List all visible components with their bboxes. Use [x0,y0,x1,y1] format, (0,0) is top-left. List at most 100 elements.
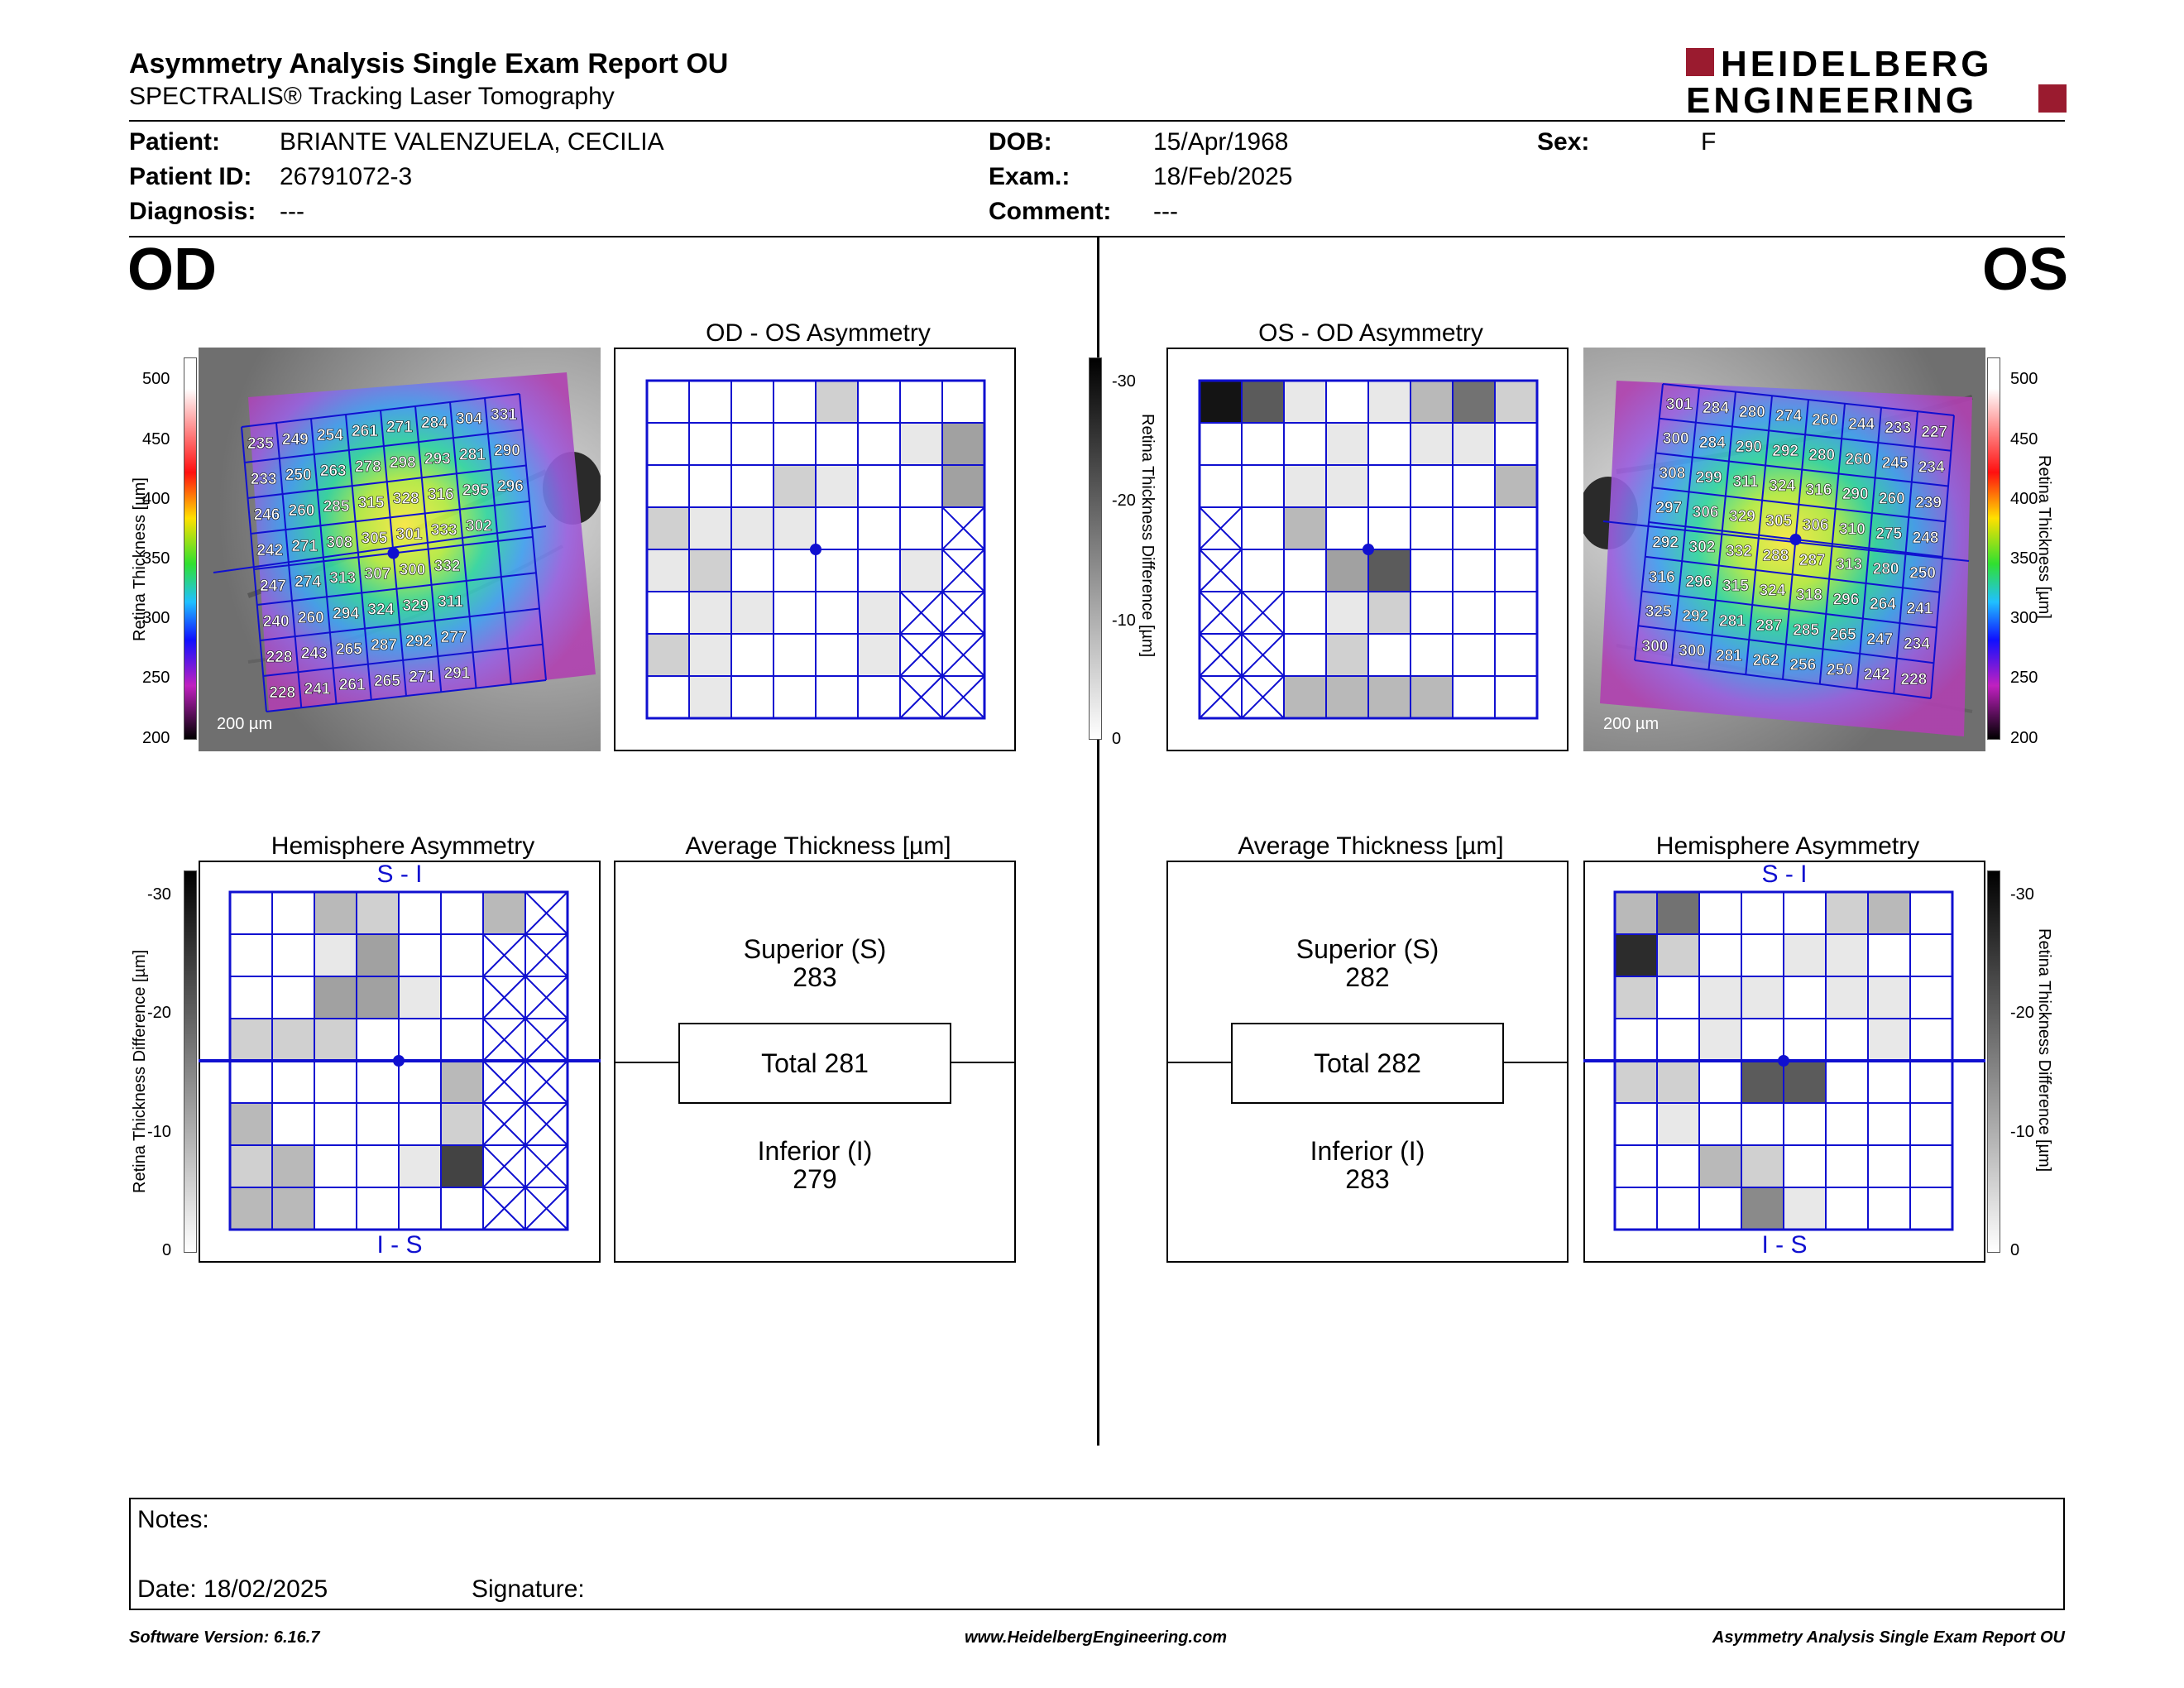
os-asym-cell [1494,464,1538,508]
os-hemi-cell [1825,1060,1869,1104]
os-asym-cell [1325,422,1369,466]
od-asym-cell [688,591,732,635]
os-asym-cell [1283,422,1327,466]
od-asym-cell [646,506,690,550]
od-total-line-left [614,1062,680,1063]
od-hemisphere-grid [199,890,601,1231]
od-hemi-cell [356,976,400,1019]
os-thickness-fovea-marker [1789,534,1802,545]
od-hemi-cell [398,1102,442,1146]
diff-tick: -10 [1112,611,1136,630]
od-hemi-diff-tick: -30 [147,885,171,904]
os-asym-excluded-mark [1199,591,1243,635]
os-thickness-value: 332 [1726,543,1752,560]
os-thickness-value: 300 [1679,643,1705,660]
od-thickness-value: 260 [298,609,324,626]
os-thickness-tick: 400 [2010,490,2038,508]
od-asym-cell [815,633,859,677]
od-thickness-value: 271 [409,669,435,686]
od-asym-cell [730,464,774,508]
od-hemi-cell [271,933,315,977]
od-asymmetry-grid [645,379,986,720]
os-hemi-diff-tick: -20 [2010,1004,2034,1022]
od-thickness-scan-line [213,525,547,573]
os-thickness-tick: 200 [2010,729,2038,747]
od-hemi-fovea-marker [393,1055,405,1067]
od-thickness-value: 260 [289,502,315,520]
od-asym-cell [857,380,901,424]
comment-value: --- [1153,198,1178,225]
od-total-box: Total 281 [678,1023,951,1104]
os-thickness-value: 234 [1904,635,1930,653]
os-hemi-cell [1867,1144,1911,1188]
od-hemi-cell [356,1187,400,1230]
od-hemi-excluded-mark [524,1060,568,1104]
os-hemisphere-grid [1583,890,1985,1231]
os-hemi-cell [1741,933,1784,977]
os-thickness-value: 256 [1789,657,1816,674]
od-asym-cell [941,464,985,508]
os-thickness-value: 247 [1866,631,1893,649]
os-thickness-value: 265 [1830,626,1856,644]
os-thickness-value: 306 [1803,516,1829,534]
od-hemi-excluded-mark [524,1102,568,1146]
od-asym-excluded-mark [899,633,943,677]
os-thickness-value: 264 [1870,596,1896,613]
os-hemi-fovea-marker [1778,1055,1789,1067]
os-hemi-cell [1656,1018,1700,1062]
os-thickness-value: 287 [1799,552,1826,569]
od-asym-border [645,379,986,720]
os-hemi-cell [1656,1187,1700,1230]
od-hemi-cell [229,1018,273,1062]
od-hemi-cell [440,1187,484,1230]
os-thickness-value: 280 [1873,560,1899,578]
od-thickness-value: 294 [333,605,359,622]
od-thickness-tick: 400 [142,490,170,508]
od-thickness-value: 302 [466,518,492,535]
os-asym-cell [1410,380,1454,424]
diff-tick: -30 [1112,372,1136,391]
os-thickness-value: 234 [1918,459,1945,477]
os-hemi-cell [1867,1060,1911,1104]
os-asym-cell [1452,464,1496,508]
od-hemi-cell [398,976,442,1019]
od-hemi-excluded-mark [482,1060,526,1104]
os-thickness-value: 284 [1699,434,1726,452]
os-thickness-value: 325 [1645,603,1672,621]
os-asym-cell [1410,633,1454,677]
od-thickness-value: 290 [494,442,520,459]
od-thickness-value: 281 [459,446,486,463]
od-hemi-cell [440,1102,484,1146]
os-hemi-cell [1741,891,1784,935]
od-thickness-fovea-marker [387,547,400,559]
os-inferior-label: Inferior (I) [1310,1136,1425,1166]
os-inferior-value: 283 [1345,1164,1390,1194]
os-thickness-value: 244 [1848,415,1875,433]
od-thickness-value: 271 [291,538,318,555]
os-asym-fovea-marker [1363,544,1374,555]
od-hemi-top-label: S - I [376,861,423,888]
od-hemi-colorbar [184,870,197,1253]
od-thickness-value: 298 [390,454,416,472]
os-hemi-cell [1909,933,1953,977]
od-asym-cell [815,506,859,550]
os-thickness-value: 301 [1666,396,1693,413]
od-hemi-cell [356,1144,400,1188]
od-asym-cell [857,675,901,719]
sex-value: F [1701,128,1717,156]
os-thickness-gridline [1638,625,1934,664]
os-thickness-value: 292 [1652,535,1679,552]
os-total-line-left [1166,1062,1233,1063]
os-hemi-cell [1909,1060,1953,1104]
od-thickness-value: 291 [444,664,471,682]
od-thickness-value: 331 [491,406,517,424]
od-hemi-cell [229,933,273,977]
od-eye-label: OD [127,237,217,303]
os-thickness-value: 260 [1846,451,1872,468]
os-asym-cell [1283,506,1327,550]
os-thickness-tick: 300 [2010,609,2038,627]
od-asym-cell [815,549,859,592]
od-hemi-cell [314,1144,357,1188]
os-thickness-axis-label: Retina Thickness [µm] [2035,455,2053,619]
os-thickness-tick: 350 [2010,549,2038,568]
